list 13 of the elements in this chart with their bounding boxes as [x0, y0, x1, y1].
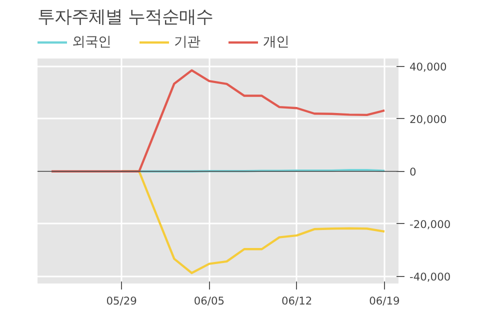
y-tick-label: -40,000: [410, 270, 451, 284]
legend-label: 외국인: [72, 34, 111, 51]
legend-label: 기관: [174, 34, 200, 51]
y-tick-label: -20,000: [410, 218, 451, 231]
y-tick-label: 20,000: [410, 112, 448, 126]
legend-label: 개인: [263, 34, 289, 51]
x-tick-label: 05/29: [106, 294, 138, 308]
x-tick-label: 06/12: [282, 294, 312, 308]
x-tick-label: 06/05: [194, 294, 225, 308]
y-tick-label: 0: [410, 165, 416, 178]
x-tick-label: 06/19: [369, 294, 400, 308]
y-tick-label: 40,000: [410, 60, 448, 74]
chart-title: 투자주체별 누적순매수: [38, 8, 214, 28]
